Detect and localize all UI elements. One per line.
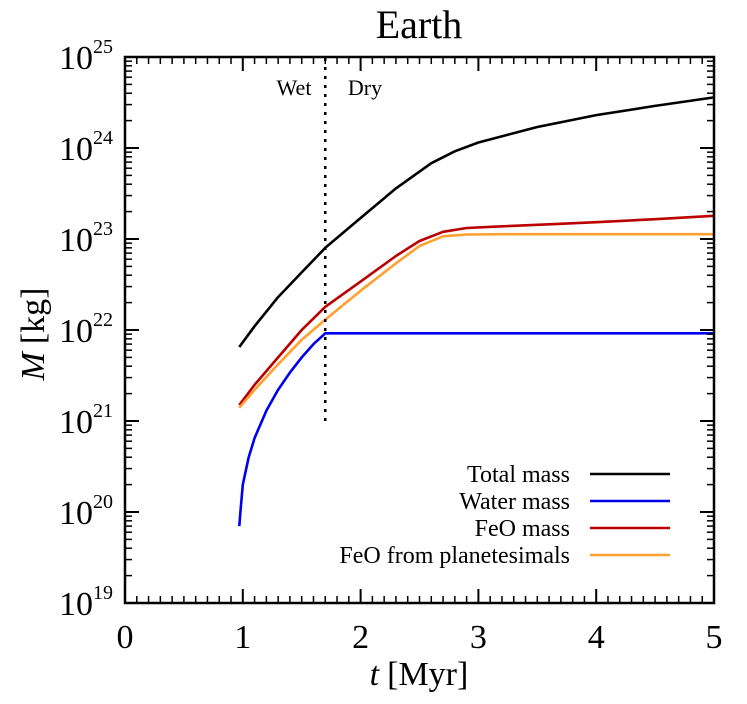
legend-label: FeO from planetesimals [339,543,570,569]
y-tick-label: 1023 [59,218,113,259]
x-tick-label: 5 [706,619,723,656]
series-line-water-mass [238,332,714,527]
plot-frame [123,55,716,605]
series-line-feo-mass [238,214,715,406]
x-tick-label: 2 [352,619,369,656]
y-tick-label: 1021 [59,400,113,441]
region-label-wet: Wet [277,75,312,100]
y-tick-label: 1022 [59,309,113,350]
x-axis: 0 1 2 3 4 5 [117,57,723,656]
y-tick-label: 1020 [59,491,113,532]
legend-label: Water mass [459,489,570,515]
x-tick-label: 0 [117,619,134,656]
legend-label: FeO mass [475,516,570,542]
legend-label: Total mass [467,462,570,488]
region-label-dry: Dry [348,75,382,100]
series-line-feo-from-planetesimals [238,232,714,409]
y-tick-label: 1024 [59,127,113,168]
plot-area [123,55,716,605]
y-tick-label: 1025 [59,36,113,77]
y-axis-label: M[kg] [15,288,52,382]
x-tick-label: 3 [470,619,487,656]
chart-title: Earth [376,2,463,47]
y-tick-label: 1019 [59,582,113,623]
y-axis: 1019 1020 1021 1022 1023 1024 1025 [59,36,714,623]
series-line-total-mass [238,96,715,348]
x-tick-label: 4 [588,619,605,656]
x-axis-label: t [Myr] [370,656,469,693]
x-tick-label: 1 [234,619,251,656]
